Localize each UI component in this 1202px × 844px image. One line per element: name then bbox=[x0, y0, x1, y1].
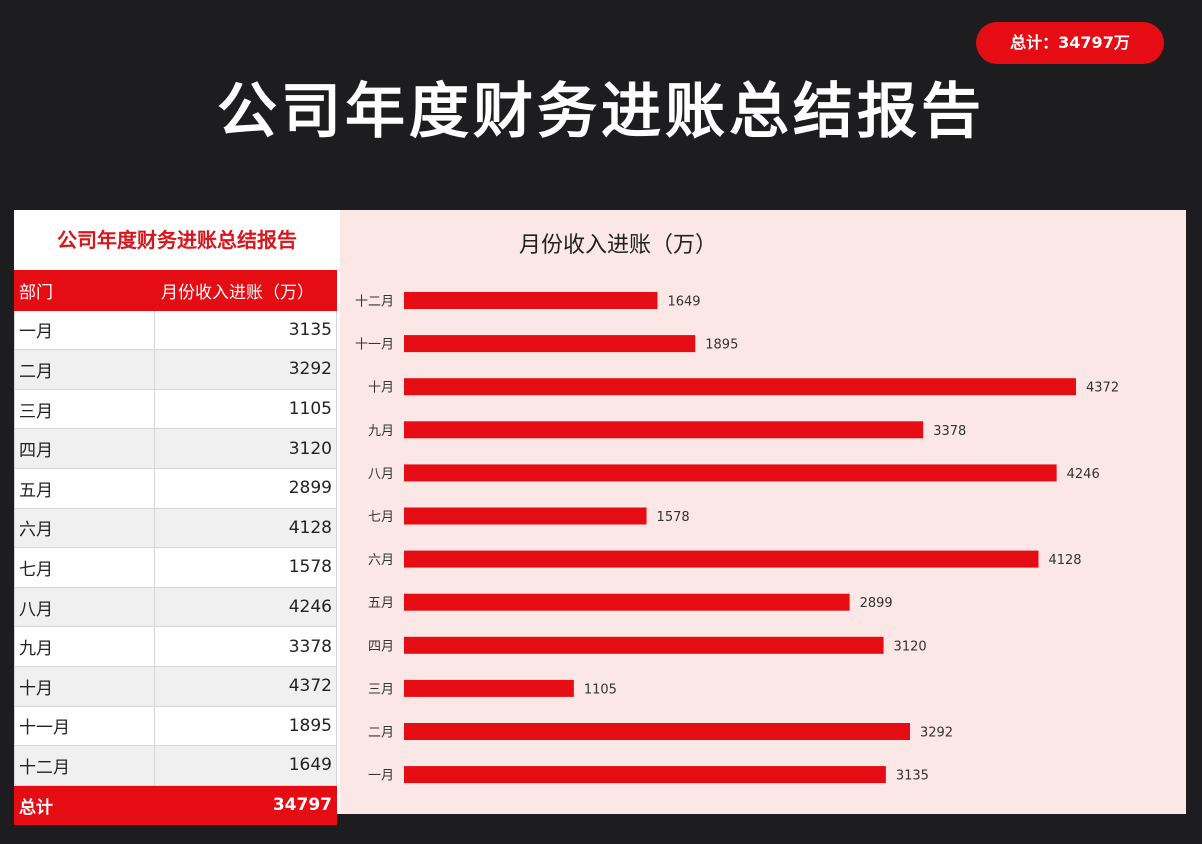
month-cell: 十月 bbox=[14, 665, 155, 707]
data-table-section: 公司年度财务进账总结报告 部门 月份收入进账（万） 一月 3135 二月 3292 三月… bbox=[14, 210, 340, 826]
data-label: 3120 bbox=[894, 639, 927, 654]
data-label: 2899 bbox=[860, 596, 893, 611]
category-label: 四月 bbox=[368, 639, 394, 654]
total-value: 34797 bbox=[154, 784, 337, 826]
category-label: 二月 bbox=[368, 726, 394, 741]
header-income: 月份收入进账（万） bbox=[154, 270, 337, 311]
income-cell: 2899 bbox=[154, 467, 337, 509]
table-row: 二月 3292 bbox=[14, 349, 337, 390]
month-cell: 六月 bbox=[14, 507, 155, 549]
category-label: 六月 bbox=[368, 553, 394, 568]
income-table: 部门 月份收入进账（万） 一月 3135 二月 3292 三月 1105 四月 3120 五月 2… bbox=[14, 270, 337, 826]
table-row: 九月 3378 bbox=[14, 626, 337, 667]
bar bbox=[404, 550, 1039, 568]
table-row: 四月 3120 bbox=[14, 428, 337, 469]
report-panel: 公司年度财务进账总结报告 部门 月份收入进账（万） 一月 3135 二月 3292 三月… bbox=[14, 210, 1186, 826]
bar bbox=[404, 292, 658, 309]
bar bbox=[404, 335, 696, 353]
data-label: 3292 bbox=[920, 726, 953, 741]
bar bbox=[404, 766, 886, 784]
page-title: 公司年度财务进账总结报告 bbox=[217, 77, 985, 147]
data-label: 1895 bbox=[705, 338, 738, 353]
category-label: 一月 bbox=[368, 769, 394, 784]
month-cell: 十二月 bbox=[14, 745, 155, 786]
bar bbox=[404, 421, 924, 439]
total-label: 总计 bbox=[14, 784, 155, 826]
bar bbox=[404, 593, 850, 611]
table-total-row: 总计 34797 bbox=[14, 784, 337, 826]
data-label: 1649 bbox=[667, 295, 700, 310]
income-cell: 3292 bbox=[154, 349, 337, 390]
category-label: 十二月 bbox=[355, 295, 394, 310]
table-row: 三月 1105 bbox=[14, 388, 337, 430]
month-cell: 七月 bbox=[14, 547, 155, 588]
table-row: 八月 4246 bbox=[14, 586, 337, 628]
category-label: 十月 bbox=[368, 381, 394, 396]
data-label: 1105 bbox=[584, 682, 617, 697]
data-label: 3135 bbox=[896, 769, 929, 784]
table-row: 六月 4128 bbox=[14, 507, 337, 549]
table-header-row: 部门 月份收入进账（万） bbox=[14, 270, 337, 311]
table-row: 七月 1578 bbox=[14, 547, 337, 588]
category-label: 九月 bbox=[368, 424, 394, 439]
income-cell: 4246 bbox=[154, 586, 337, 628]
income-cell: 3120 bbox=[154, 428, 337, 469]
table-row: 十一月 1895 bbox=[14, 705, 337, 747]
income-cell: 1649 bbox=[154, 745, 337, 786]
month-cell: 二月 bbox=[14, 349, 155, 390]
category-label: 十一月 bbox=[355, 338, 394, 353]
bar bbox=[404, 464, 1057, 482]
data-label: 3378 bbox=[933, 424, 966, 439]
data-label: 4128 bbox=[1048, 553, 1081, 568]
month-cell: 五月 bbox=[14, 467, 155, 509]
month-cell: 三月 bbox=[14, 388, 155, 430]
category-label: 三月 bbox=[368, 682, 394, 697]
bar bbox=[404, 679, 574, 697]
table-row: 十月 4372 bbox=[14, 665, 337, 707]
bar bbox=[404, 507, 647, 525]
table-row: 一月 3135 bbox=[14, 309, 337, 351]
income-cell: 3378 bbox=[154, 626, 337, 667]
bar bbox=[404, 723, 910, 740]
chart-section: 月份收入进账（万） 十二月 1649 十一月 1895 十月 4372 九月 3378 八月 424… bbox=[340, 210, 1186, 814]
income-cell: 1895 bbox=[154, 705, 337, 747]
chart-title: 月份收入进账（万） bbox=[519, 233, 717, 258]
income-cell: 3135 bbox=[154, 309, 337, 351]
income-cell: 1105 bbox=[154, 388, 337, 430]
month-cell: 八月 bbox=[14, 586, 155, 628]
bar bbox=[404, 636, 884, 654]
header-department: 部门 bbox=[14, 270, 155, 311]
category-label: 七月 bbox=[368, 510, 394, 525]
month-cell: 一月 bbox=[14, 309, 155, 351]
category-label: 五月 bbox=[368, 596, 394, 611]
month-cell: 十一月 bbox=[14, 705, 155, 747]
income-cell: 4372 bbox=[154, 665, 337, 707]
data-label: 4372 bbox=[1086, 381, 1119, 396]
data-label: 4246 bbox=[1067, 467, 1100, 482]
table-row: 五月 2899 bbox=[14, 467, 337, 509]
table-row: 十二月 1649 bbox=[14, 745, 337, 786]
total-badge: 总计：34797万 bbox=[976, 22, 1164, 64]
month-cell: 四月 bbox=[14, 428, 155, 469]
income-cell: 4128 bbox=[154, 507, 337, 549]
category-label: 八月 bbox=[368, 467, 394, 482]
bar bbox=[404, 378, 1076, 396]
income-cell: 1578 bbox=[154, 547, 337, 588]
table-title: 公司年度财务进账总结报告 bbox=[57, 228, 297, 252]
month-cell: 九月 bbox=[14, 626, 155, 667]
bar-chart: 月份收入进账（万） 十二月 1649 十一月 1895 十月 4372 九月 3378 八月 424… bbox=[355, 233, 1119, 784]
data-label: 1578 bbox=[657, 510, 690, 525]
